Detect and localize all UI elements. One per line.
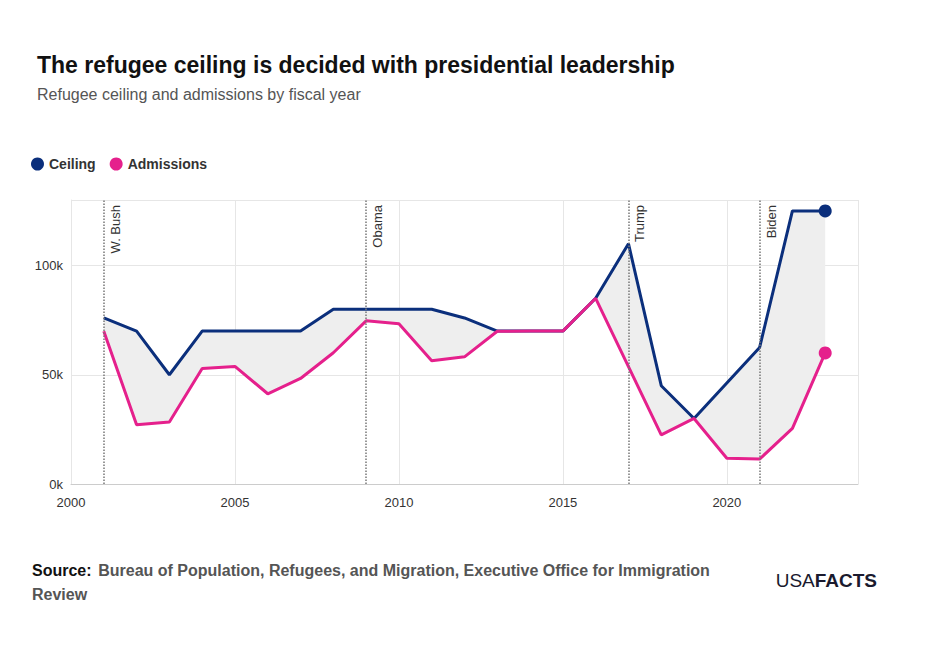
svg-text:100k: 100k (35, 258, 64, 273)
svg-text:Bureau of Population, Refugees: Bureau of Population, Refugees, and Migr… (98, 562, 714, 579)
svg-text:0k: 0k (49, 477, 63, 492)
svg-text:The refugee ceiling is decided: The refugee ceiling is decided with pres… (37, 52, 675, 78)
svg-text:FACTS: FACTS (815, 570, 877, 591)
svg-text:2000: 2000 (57, 495, 86, 510)
svg-text:W. Bush: W. Bush (108, 205, 123, 253)
svg-text:Review: Review (32, 586, 88, 603)
svg-text:Biden: Biden (764, 205, 779, 238)
svg-text:Ceiling: Ceiling (49, 156, 96, 172)
svg-text:Obama: Obama (370, 204, 385, 247)
svg-text:Trump: Trump (632, 205, 647, 242)
svg-text:Refugee ceiling and admissions: Refugee ceiling and admissions by fiscal… (37, 86, 361, 103)
svg-text:2020: 2020 (712, 495, 741, 510)
svg-text:2015: 2015 (548, 495, 577, 510)
svg-text:2010: 2010 (384, 495, 413, 510)
svg-text:Source:: Source: (32, 562, 92, 579)
svg-text:2005: 2005 (220, 495, 249, 510)
svg-text:50k: 50k (42, 367, 63, 382)
svg-text:USA: USA (776, 570, 815, 591)
svg-text:Admissions: Admissions (128, 156, 208, 172)
